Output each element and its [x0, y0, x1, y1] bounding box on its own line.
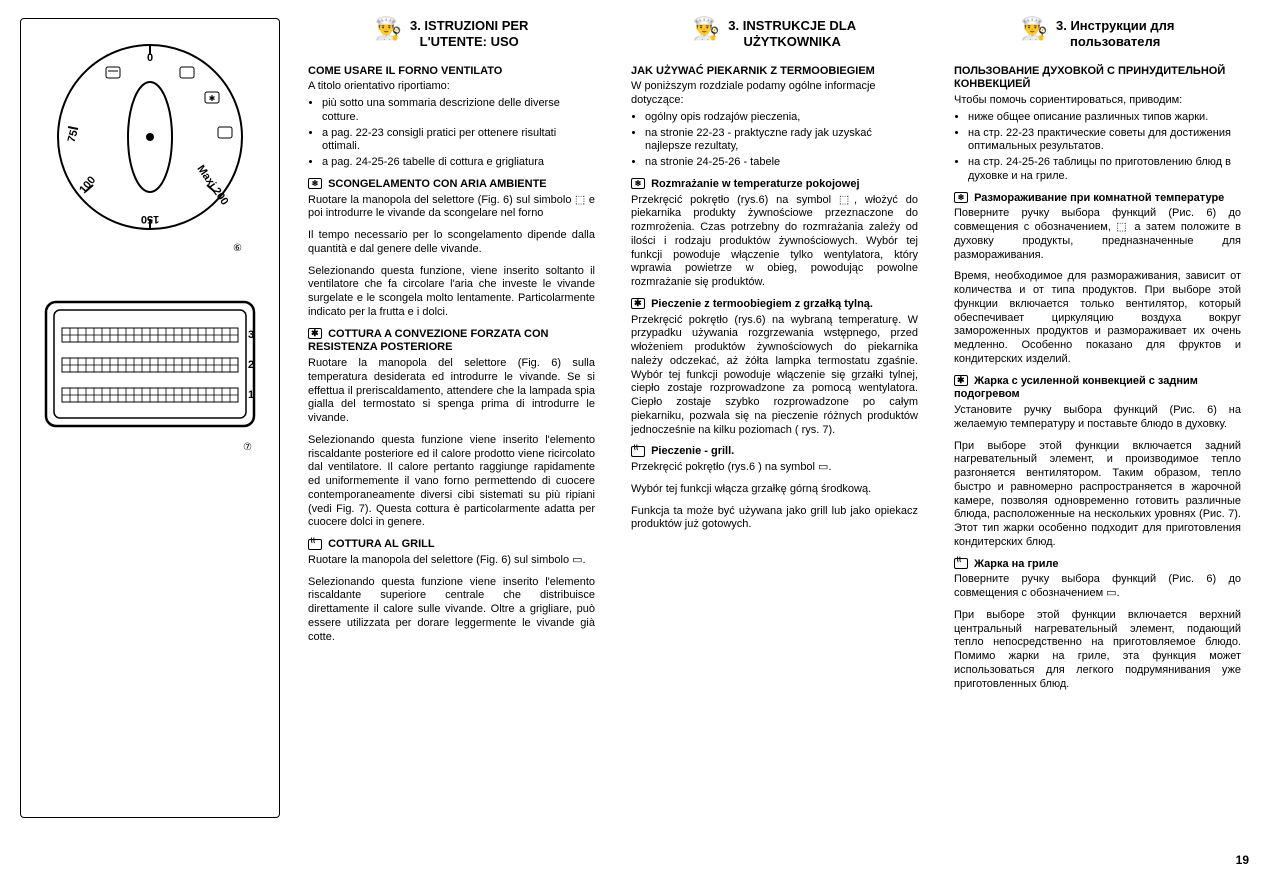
column-title: 3. Инструкции дляпользователя [1056, 18, 1174, 51]
bullet-item: на стр. 22-23 практические советы для до… [968, 127, 1241, 155]
section-paragraph: Selezionando questa funzione viene inser… [308, 576, 595, 645]
section-heading: Pieczenie z termoobiegiem z grzałką tyln… [631, 298, 918, 312]
fan-icon [631, 298, 645, 309]
fig7-label: ⑦ [243, 442, 252, 455]
bullet-item: на стр. 24-25-26 таблицы по приготовлени… [968, 156, 1241, 184]
section-paragraph: Przekręcić pokrętło (rys.6) na symbol ⬚,… [631, 194, 918, 290]
figures-column: 0 ✱ 75 100 150 Maxi 200 [20, 18, 280, 818]
section-heading: Жарка на гриле [954, 558, 1241, 572]
section-paragraph: При выборе этой функции включается верхн… [954, 609, 1241, 692]
intro-line: W poniższym rozdziale podamy ogólne info… [631, 80, 918, 108]
dial-mark-75: 75 [66, 129, 81, 144]
defrost-icon: ❄ [631, 178, 645, 189]
section-paragraph: Il tempo necessario per lo scongelamento… [308, 229, 595, 257]
svg-text:✱: ✱ [209, 94, 216, 103]
section-heading: COTTURA A CONVEZIONE FORZATA CON RESISTE… [308, 328, 595, 356]
section-paragraph: Поверните ручку выбора функций (Рис. 6) … [954, 207, 1241, 262]
bullet-item: più sotto una sommaria descrizione delle… [322, 97, 595, 125]
column-it: 👨‍🍳 3. ISTRUZIONI PERL'UTENTE: USO COME US… [300, 18, 603, 818]
grill-icon [631, 446, 645, 457]
grill-icon [954, 558, 968, 569]
oven-svg: 3 2 1 [40, 296, 260, 436]
intro-bullets: più sotto una sommaria descrizione delle… [322, 97, 595, 170]
section-paragraph: Przekręcić pokrętło (rys.6 ) na symbol ▭… [631, 461, 918, 475]
section-paragraph: Selezionando questa funzione, viene inse… [308, 265, 595, 320]
section-paragraph: Ruotare la manopola del selettore (Fig. … [308, 194, 595, 222]
chef-icon: 👨‍🍳 [693, 18, 720, 40]
grill-icon [308, 539, 322, 550]
page-number: 19 [1236, 853, 1249, 868]
dial-svg: 0 ✱ 75 100 150 Maxi 200 [50, 37, 250, 237]
dial-mark-max: Maxi 200 [194, 163, 230, 207]
section-paragraph: Wybór tej funkcji włącza grzałkę górną ś… [631, 483, 918, 497]
page-layout: 0 ✱ 75 100 150 Maxi 200 [20, 18, 1249, 818]
column-ru: 👨‍🍳 3. Инструкции дляпользователя ПОЛЬЗОВА… [946, 18, 1249, 818]
section-paragraph: Przekręcić pokrętło (rys.6) na wybraną t… [631, 314, 918, 438]
section-paragraph: Установите ручку выбора функций (Рис. 6)… [954, 404, 1241, 432]
fan-icon [954, 375, 968, 386]
svg-text:3: 3 [248, 329, 254, 341]
intro-heading: ПОЛЬЗОВАНИЕ ДУХОВКОЙ С ПРИНУДИТЕЛЬНОЙ КО… [954, 65, 1241, 93]
section-heading: ❄ Rozmrażanie w temperaturze pokojowej [631, 178, 918, 192]
defrost-icon: ❄ [308, 178, 322, 189]
fig6-label: ⑥ [233, 243, 242, 256]
column-title: 3. INSTRUKCJE DLAUŻYTKOWNIKA [728, 18, 856, 51]
defrost-icon: ❄ [954, 192, 968, 203]
column-title: 3. ISTRUZIONI PERL'UTENTE: USO [410, 18, 528, 51]
section-paragraph: Время, необходимое для размораживания, з… [954, 270, 1241, 366]
section-paragraph: Selezionando questa funzione viene inser… [308, 434, 595, 530]
intro-heading: COME USARE IL FORNO VENTILATO [308, 65, 595, 79]
bullet-item: na stronie 22-23 - praktyczne rady jak u… [645, 127, 918, 155]
intro-line: A titolo orientativo riportiamo: [308, 80, 595, 94]
section-paragraph: При выборе этой функции включается задни… [954, 440, 1241, 550]
column-header: 👨‍🍳 3. INSTRUKCJE DLAUŻYTKOWNIKA [631, 18, 918, 51]
bullet-item: a pag. 22-23 consigli pratici per ottene… [322, 127, 595, 155]
figure-7-oven: 3 2 1 ⑦ [40, 296, 260, 455]
intro-bullets: ниже общее описание различных типов жарк… [968, 111, 1241, 184]
column-header: 👨‍🍳 3. ISTRUZIONI PERL'UTENTE: USO [308, 18, 595, 51]
intro-bullets: ogólny opis rodzajów pieczenia, na stroni… [645, 111, 918, 170]
bullet-item: a pag. 24-25-26 tabelle di cottura e gri… [322, 156, 595, 170]
dial-mark-100: 100 [77, 174, 98, 196]
section-paragraph: Поверните ручку выбора функций (Рис. 6) … [954, 573, 1241, 601]
svg-text:1: 1 [248, 389, 254, 401]
figure-6-dial: 0 ✱ 75 100 150 Maxi 200 [50, 37, 250, 256]
section-paragraph: Funkcja ta może być używana jako grill l… [631, 505, 918, 533]
bullet-item: na stronie 24-25-26 - tabele [645, 156, 918, 170]
chef-icon: 👨‍🍳 [375, 18, 402, 40]
intro-heading: JAK UŻYWAĆ PIEKARNIK Z TERMOOBIEGIEM [631, 65, 918, 79]
section-heading: Жарка с усиленной конвекцией с задним по… [954, 375, 1241, 403]
bullet-item: ogólny opis rodzajów pieczenia, [645, 111, 918, 125]
column-pl: 👨‍🍳 3. INSTRUKCJE DLAUŻYTKOWNIKA JAK UŻYWA… [623, 18, 926, 818]
section-heading: ❄ SCONGELAMENTO CON ARIA AMBIENTE [308, 178, 595, 192]
section-paragraph: Ruotare la manopola del selettore (Fig. … [308, 554, 595, 568]
section-heading: ❄ Размораживание при комнатной температу… [954, 192, 1241, 206]
chef-icon: 👨‍🍳 [1021, 18, 1048, 40]
svg-text:2: 2 [248, 359, 254, 371]
column-header: 👨‍🍳 3. Инструкции дляпользователя [954, 18, 1241, 51]
section-heading: COTTURA AL GRILL [308, 538, 595, 552]
section-heading: Pieczenie - grill. [631, 445, 918, 459]
fan-icon [308, 328, 322, 339]
intro-line: Чтобы помочь сориентироваться, приводим: [954, 94, 1241, 108]
section-paragraph: Ruotare la manopola del selettore (Fig. … [308, 357, 595, 426]
bullet-item: ниже общее описание различных типов жарк… [968, 111, 1241, 125]
